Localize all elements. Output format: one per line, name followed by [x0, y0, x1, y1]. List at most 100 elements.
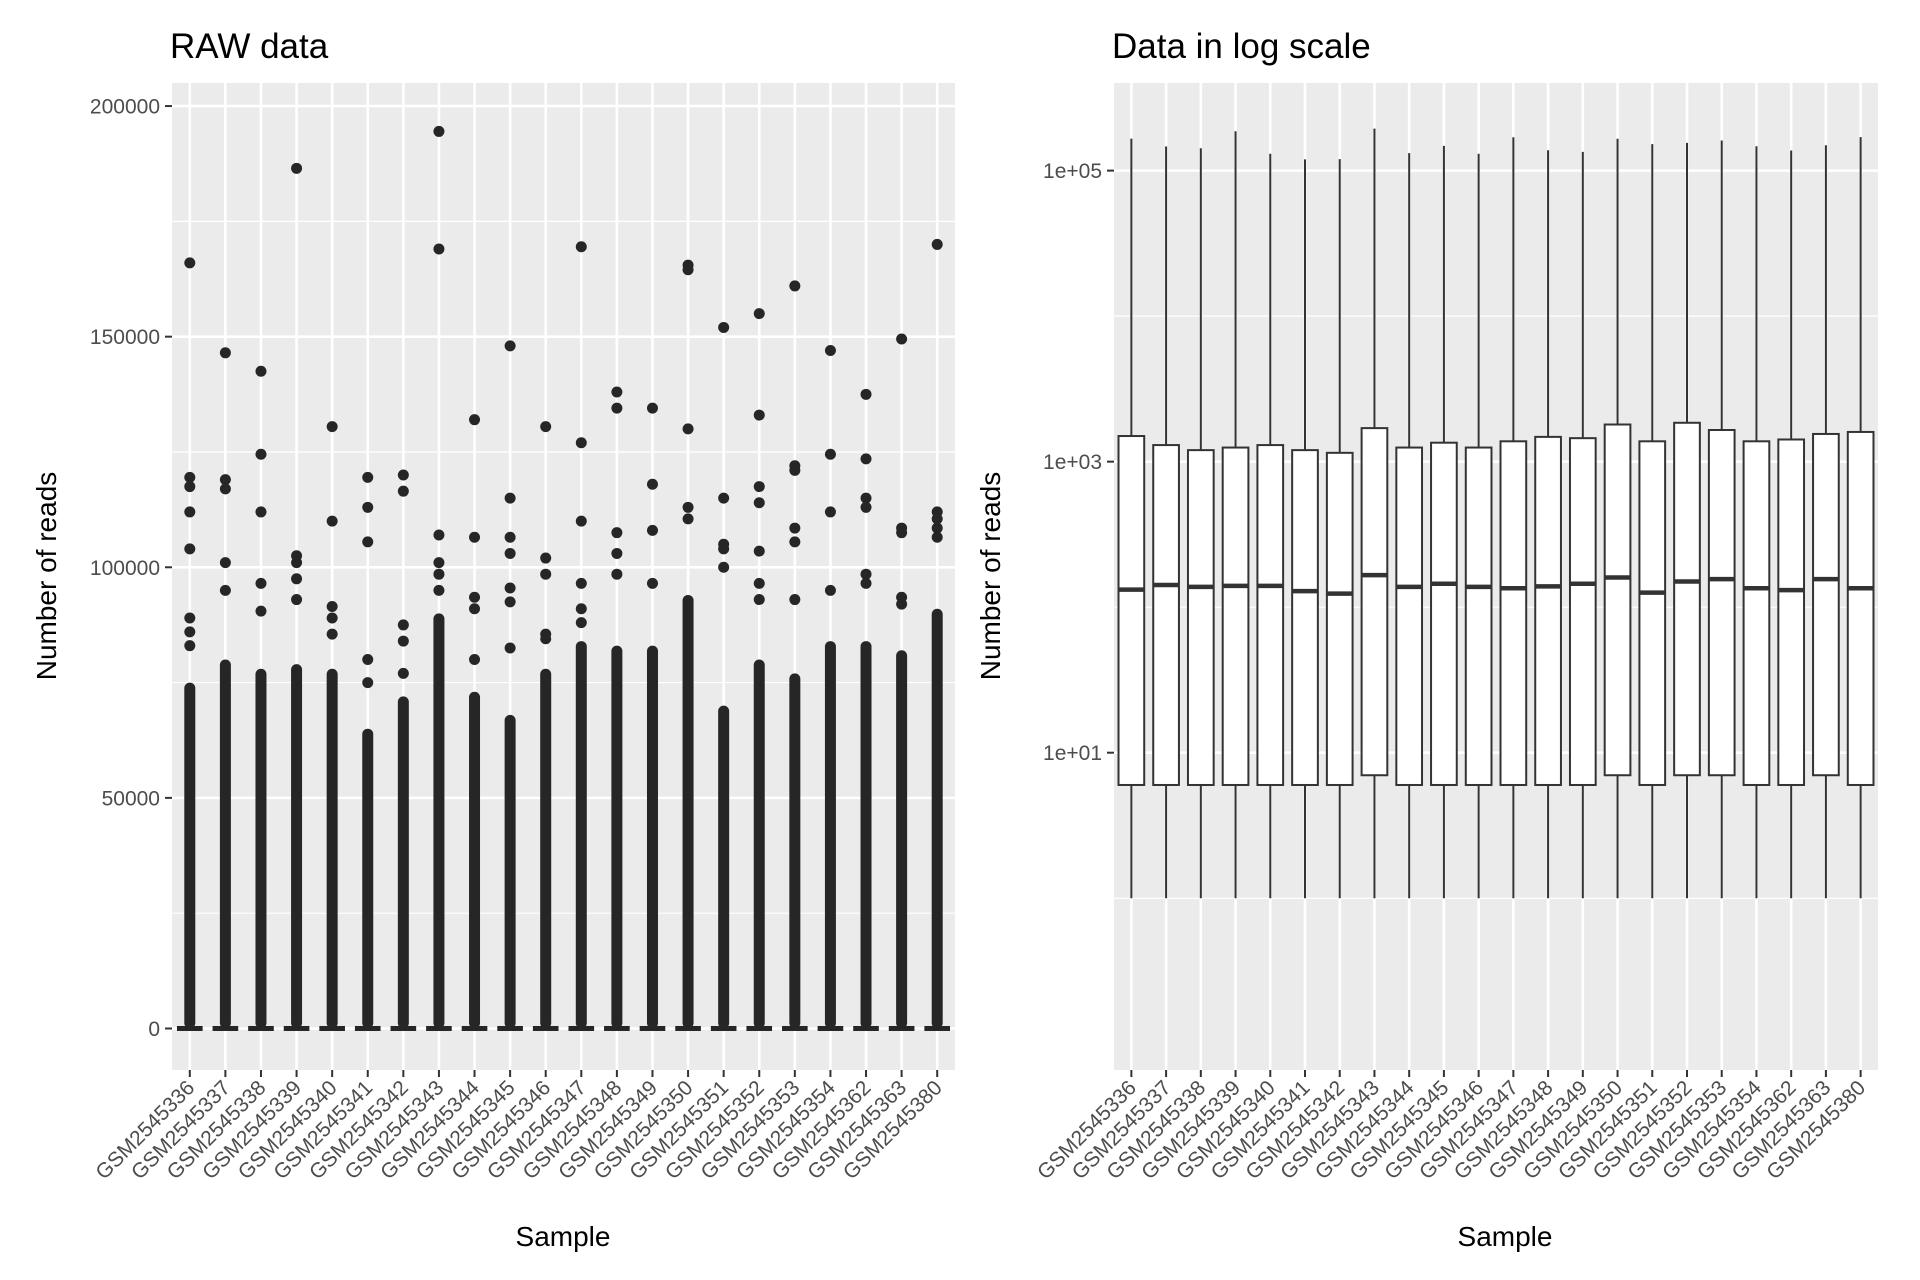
raw-data-box	[746, 1025, 773, 1031]
raw-data-outlier-point	[504, 547, 516, 559]
raw-data-box	[461, 1025, 488, 1031]
raw-data-outlier-column	[824, 641, 836, 1029]
raw-data-outlier-column	[397, 696, 409, 1029]
raw-data-outlier-point	[931, 522, 943, 534]
raw-data-outlier-point	[504, 582, 516, 594]
raw-data-outlier-point	[433, 243, 445, 255]
raw-data-outlier-point	[255, 605, 267, 617]
log-data-box	[1464, 446, 1493, 786]
raw-data-outlier-point	[184, 471, 196, 483]
raw-data-outlier-point	[219, 474, 231, 486]
raw-data-outlier-point	[931, 513, 943, 525]
log-data-y-tick-label: 1e+05	[1043, 160, 1102, 183]
log-data-box	[1221, 446, 1250, 786]
raw-data-box	[426, 1025, 452, 1031]
raw-data-outlier-point	[682, 423, 694, 435]
raw-data-outlier-point	[184, 640, 196, 652]
raw-data-outlier-point	[540, 421, 552, 433]
raw-data-box	[532, 1025, 559, 1031]
raw-data-outlier-point	[184, 543, 196, 555]
raw-data-outlier-point	[184, 257, 196, 269]
raw-data-box	[248, 1025, 274, 1031]
raw-data-outlier-point	[682, 513, 694, 525]
log-data-y-tick-label: 1e+01	[1043, 742, 1102, 765]
raw-data-outlier-point	[718, 321, 730, 333]
raw-data-outlier-point	[860, 501, 872, 513]
raw-data-y-tick-label: 50000	[102, 787, 160, 810]
raw-data-outlier-point	[326, 421, 338, 433]
log-data-chart: 1e+01 1e+03 1e+05 GSM2545336GSM2545337GSM2…	[975, 27, 1878, 1252]
raw-data-outlier-point	[753, 409, 765, 421]
raw-data-outlier-point	[575, 617, 587, 629]
log-data-box	[1430, 441, 1458, 786]
raw-data-outlier-point	[789, 464, 801, 476]
log-data-title: Data in log scale	[1112, 27, 1371, 66]
raw-data-outlier-point	[611, 402, 623, 414]
log-data-box	[1777, 438, 1806, 786]
raw-data-outlier-point	[433, 529, 445, 541]
raw-data-outlier-point	[718, 543, 730, 555]
raw-data-outlier-point	[219, 584, 231, 596]
raw-data-outlier-point	[753, 594, 765, 606]
raw-data-outlier-point	[789, 594, 801, 606]
raw-data-outlier-point	[326, 600, 338, 612]
raw-data-outlier-point	[540, 552, 552, 564]
log-data-box	[1256, 444, 1285, 786]
raw-data-outlier-point	[753, 545, 765, 557]
raw-data-outlier-point	[255, 448, 267, 460]
log-data-box	[1186, 449, 1215, 786]
raw-data-outlier-point	[433, 557, 445, 569]
raw-data-outlier-point	[469, 591, 481, 603]
raw-data-outlier-point	[291, 162, 303, 174]
raw-data-outlier-column	[291, 664, 303, 1029]
raw-data-outlier-point	[753, 497, 765, 509]
raw-data-box	[176, 1025, 203, 1031]
raw-data-outlier-point	[326, 628, 338, 640]
raw-data-outlier-point	[362, 677, 374, 689]
raw-data-outlier-point	[219, 347, 231, 359]
raw-data-y-axis: 0 50000 100000 150000 200000	[90, 96, 172, 1041]
raw-data-outlier-point	[397, 469, 409, 481]
raw-data-outlier-point	[219, 483, 231, 495]
raw-data-outlier-point	[789, 522, 801, 534]
raw-data-outlier-point	[611, 568, 623, 580]
log-data-y-axis-title: Number of reads	[975, 472, 1006, 681]
raw-data-outlier-point	[718, 561, 730, 573]
raw-data-outlier-point	[184, 626, 196, 638]
raw-data-outlier-point	[575, 515, 587, 527]
raw-data-outlier-point	[575, 603, 587, 615]
raw-data-outlier-point	[291, 594, 303, 606]
raw-data-outlier-point	[291, 573, 303, 585]
raw-data-outlier-column	[255, 668, 267, 1029]
raw-data-outlier-point	[575, 437, 587, 449]
log-data-box	[1360, 427, 1389, 777]
raw-data-outlier-point	[433, 584, 445, 596]
log-data-box	[1499, 440, 1528, 786]
raw-data-outlier-point	[860, 492, 872, 504]
log-data-box	[1673, 421, 1701, 777]
raw-data-outlier-column	[682, 594, 694, 1029]
raw-data-outlier-point	[896, 333, 908, 345]
raw-data-outlier-point	[397, 485, 409, 497]
raw-data-outlier-point	[753, 308, 765, 320]
raw-data-outlier-point	[184, 481, 196, 493]
raw-data-outlier-column	[219, 659, 231, 1029]
raw-data-title: RAW data	[170, 27, 329, 66]
raw-data-box	[497, 1025, 523, 1031]
raw-data-box	[853, 1025, 879, 1031]
raw-data-box	[924, 1025, 951, 1031]
raw-data-outlier-column	[611, 645, 623, 1029]
raw-data-outlier-point	[611, 386, 623, 398]
raw-data-outlier-column	[184, 682, 196, 1029]
raw-data-outlier-column	[326, 668, 338, 1029]
raw-data-outlier-point	[789, 280, 801, 292]
raw-data-outlier-point	[291, 557, 303, 569]
log-data-marks	[1117, 128, 1875, 899]
log-data-box	[1117, 435, 1146, 786]
raw-data-outlier-column	[362, 728, 374, 1029]
raw-data-y-axis-title: Number of reads	[31, 472, 62, 681]
raw-data-outlier-point	[326, 515, 338, 527]
log-data-box	[1846, 430, 1875, 786]
raw-data-outlier-point	[896, 527, 908, 539]
log-data-box	[1534, 435, 1562, 786]
